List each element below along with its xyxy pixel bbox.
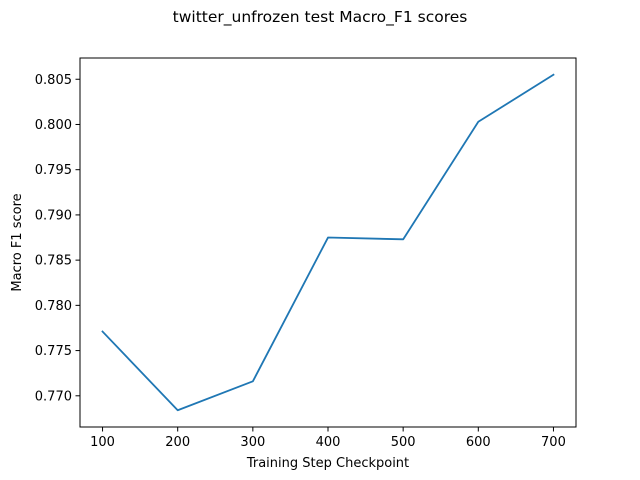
y-axis: 0.770 0.775 0.780 0.785 0.790 0.795 0.800 0.805 — [35, 73, 80, 404]
y-tick-label: 0.775 — [35, 344, 72, 359]
series-layer — [101, 73, 555, 412]
x-tick-label: 300 — [240, 435, 265, 450]
x-tick-label: 400 — [316, 435, 341, 450]
x-tick-label: 200 — [165, 435, 190, 450]
x-tick-label: 600 — [466, 435, 491, 450]
y-tick-label: 0.770 — [35, 389, 72, 404]
series-line — [101, 73, 555, 412]
y-tick-label: 0.805 — [35, 73, 72, 88]
y-tick-label: 0.785 — [35, 254, 72, 269]
y-tick-label: 0.790 — [35, 208, 72, 223]
x-axis: 100 200 300 400 500 600 700 — [90, 427, 566, 450]
y-tick-label: 0.780 — [35, 299, 72, 314]
x-tick-label: 100 — [90, 435, 115, 450]
chart-title: twitter_unfrozen test Macro_F1 scores — [173, 8, 468, 27]
x-tick-label: 500 — [391, 435, 416, 450]
y-axis-label: Macro F1 score — [10, 193, 25, 291]
y-tick-label: 0.800 — [35, 118, 72, 133]
plot-frame — [79, 57, 577, 428]
x-axis-label: Training Step Checkpoint — [246, 456, 409, 471]
x-tick-label: 700 — [541, 435, 566, 450]
y-tick-label: 0.795 — [35, 163, 72, 178]
